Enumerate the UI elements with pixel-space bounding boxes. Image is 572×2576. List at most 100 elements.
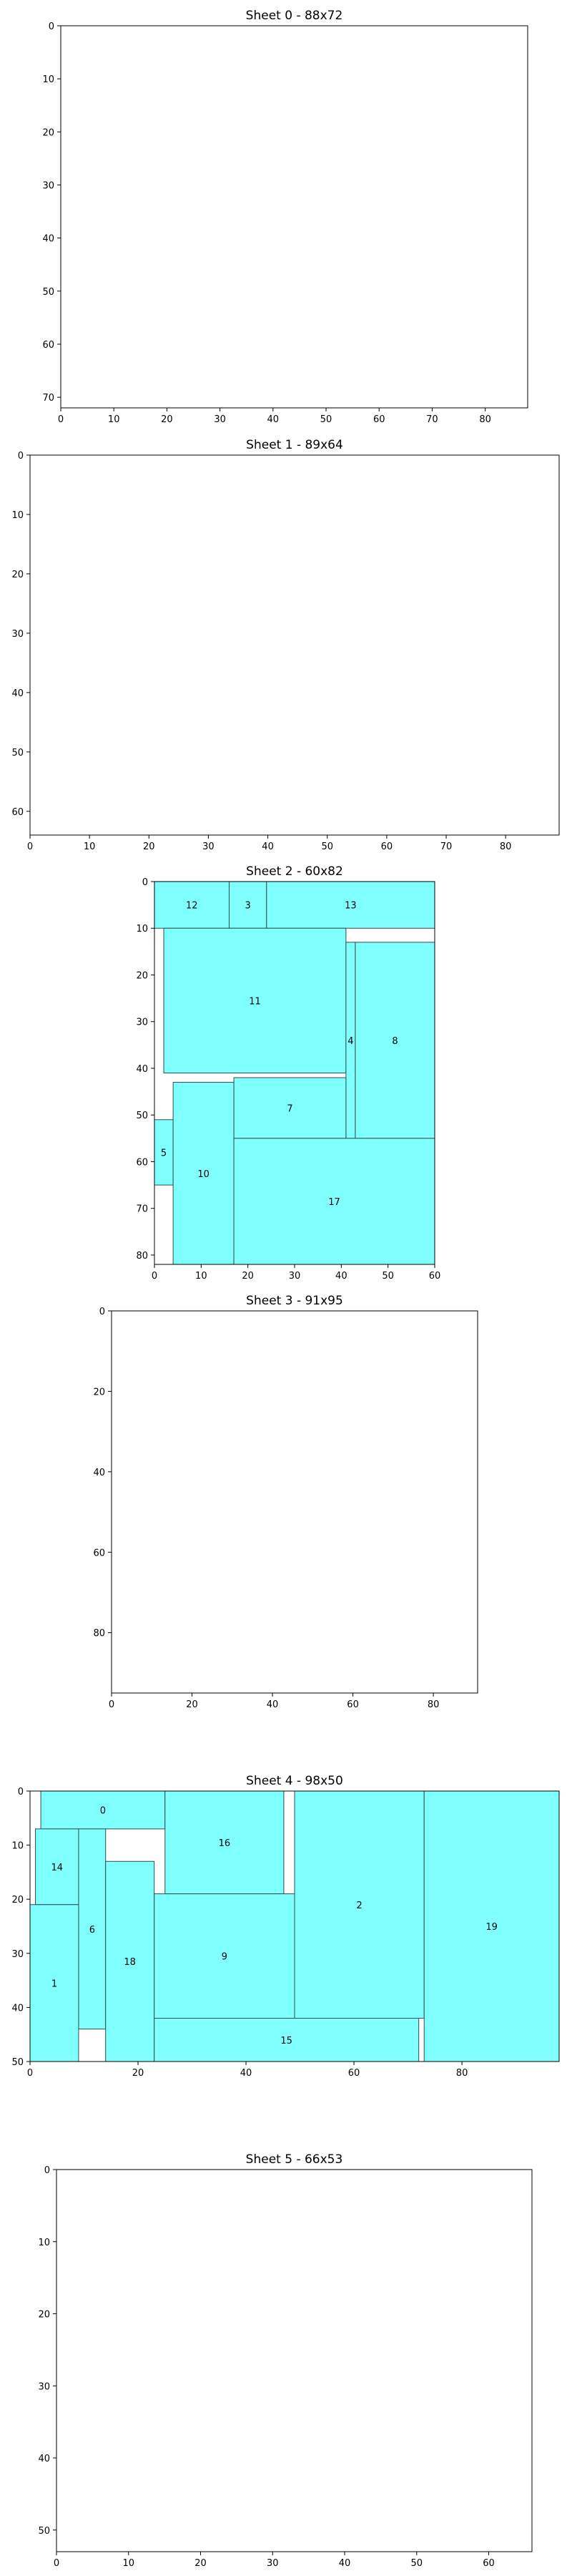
sheet-frame — [29, 454, 560, 836]
x-tick-label: 50 — [382, 1271, 394, 1282]
x-tick-label: 70 — [440, 841, 453, 852]
piece-label-11: 11 — [249, 996, 261, 1007]
x-tick-label: 60 — [429, 1271, 441, 1282]
x-tick-label: 80 — [428, 1699, 440, 1710]
y-tick-label: 10 — [42, 74, 54, 85]
y-tick-label: 40 — [11, 2003, 24, 2014]
y-tick-label: 20 — [136, 970, 148, 981]
x-tick-label: 20 — [132, 2068, 144, 2079]
y-tick-label: 0 — [18, 1787, 24, 1797]
sheet-5: Sheet 5 - 66x53 0 10 20 30 40 50 60 0 10 20 30 40 50 — [38, 2152, 533, 2569]
piece-label-12: 12 — [186, 901, 198, 912]
x-tick-label: 60 — [381, 841, 393, 852]
y-tick-label: 10 — [11, 510, 24, 521]
piece-7 — [233, 1077, 347, 1139]
x-tick-label: 40 — [267, 1699, 279, 1710]
piece-13 — [266, 881, 435, 929]
x-tick-label: 60 — [373, 414, 385, 425]
piece-label-17: 17 — [328, 1197, 340, 1208]
x-tick-label: 10 — [108, 414, 120, 425]
x-tick-label: 20 — [186, 1699, 198, 1710]
x-tick-label: 60 — [483, 2558, 495, 2569]
y-tick-label: 40 — [38, 2454, 50, 2464]
piece-label-2: 2 — [356, 1901, 362, 1911]
y-tick-label: 20 — [11, 570, 24, 580]
y-tick-label: 30 — [136, 1018, 148, 1028]
x-tick-label: 10 — [195, 1271, 207, 1282]
sheet-1: Sheet 1 - 89x64 0 10 20 30 40 50 60 70 80 0 10 20 30 4… — [11, 438, 560, 852]
piece-label-0: 0 — [100, 1805, 106, 1816]
y-tick-label: 10 — [136, 924, 148, 935]
y-tick-label: 0 — [49, 21, 54, 32]
x-tick-label: 0 — [152, 1271, 157, 1282]
sheet-title: Sheet 5 - 66x53 — [246, 2152, 343, 2167]
piece-2 — [294, 1790, 425, 2019]
x-tick-label: 40 — [339, 2558, 351, 2569]
x-tick-label: 20 — [242, 1271, 254, 1282]
x-tick-label: 80 — [479, 414, 491, 425]
sheet-title: Sheet 0 - 88x72 — [246, 9, 343, 23]
x-tick-label: 50 — [411, 2558, 423, 2569]
sheet-frame — [111, 1310, 478, 1694]
y-tick-label: 50 — [11, 748, 24, 758]
piece-10 — [172, 1082, 235, 1265]
y-tick-label: 30 — [42, 181, 54, 192]
piece-9 — [154, 1893, 295, 2019]
x-tick-label: 30 — [267, 2558, 279, 2569]
piece-label-13: 13 — [345, 901, 357, 912]
x-tick-label: 50 — [320, 414, 332, 425]
y-tick-label: 50 — [38, 2526, 50, 2537]
piece-label-4: 4 — [347, 1036, 353, 1047]
y-tick-label: 30 — [11, 1949, 24, 1960]
y-tick-label: 20 — [38, 2310, 50, 2321]
x-tick-label: 0 — [58, 414, 64, 425]
piece-label-15: 15 — [280, 2036, 292, 2046]
y-tick-label: 10 — [38, 2238, 50, 2248]
y-tick-label: 70 — [136, 1204, 148, 1215]
x-tick-label: 0 — [109, 1699, 114, 1710]
x-tick-label: 20 — [143, 841, 155, 852]
piece-label-9: 9 — [222, 1952, 227, 1963]
x-tick-label: 80 — [456, 2068, 468, 2079]
y-tick-label: 40 — [93, 1468, 105, 1478]
x-tick-label: 10 — [122, 2558, 134, 2569]
x-tick-label: 40 — [335, 1271, 347, 1282]
x-tick-label: 40 — [262, 841, 274, 852]
y-tick-label: 60 — [42, 340, 54, 351]
piece-label-14: 14 — [51, 1863, 63, 1873]
y-tick-label: 50 — [11, 2057, 24, 2068]
sheet-3: Sheet 3 - 91x95 0 20 40 60 80 0 20 40 60 80 — [93, 1294, 478, 1710]
piece-15 — [154, 2018, 420, 2062]
sheet-frame — [56, 2169, 533, 2552]
piece-5 — [154, 1119, 174, 1186]
y-tick-label: 80 — [93, 1629, 105, 1639]
piece-label-16: 16 — [219, 1838, 231, 1849]
piece-label-1: 1 — [51, 1979, 57, 1989]
x-tick-label: 40 — [267, 414, 280, 425]
y-tick-label: 60 — [93, 1548, 105, 1558]
x-tick-label: 0 — [27, 2068, 33, 2079]
y-tick-label: 60 — [11, 807, 24, 818]
piece-17 — [233, 1138, 435, 1265]
x-tick-label: 40 — [240, 2068, 252, 2079]
x-tick-label: 30 — [214, 414, 226, 425]
piece-label-3: 3 — [245, 901, 251, 912]
sheet-title: Sheet 3 - 91x95 — [246, 1294, 343, 1308]
y-tick-label: 10 — [11, 1841, 24, 1852]
piece-1 — [29, 1904, 79, 2062]
y-tick-label: 0 — [99, 1307, 105, 1317]
x-tick-label: 20 — [161, 414, 173, 425]
y-tick-label: 80 — [136, 1251, 148, 1262]
piece-6 — [78, 1828, 107, 2030]
x-tick-label: 80 — [500, 841, 512, 852]
piece-11 — [163, 927, 347, 1073]
sheet-title: Sheet 4 - 98x50 — [246, 1774, 343, 1788]
y-tick-label: 0 — [44, 2165, 50, 2176]
x-tick-label: 0 — [54, 2558, 59, 2569]
x-tick-label: 30 — [202, 841, 214, 852]
sheet-title: Sheet 2 - 60x82 — [246, 864, 343, 879]
y-tick-label: 50 — [42, 287, 54, 298]
y-tick-label: 0 — [18, 451, 24, 462]
y-tick-label: 30 — [11, 629, 24, 640]
